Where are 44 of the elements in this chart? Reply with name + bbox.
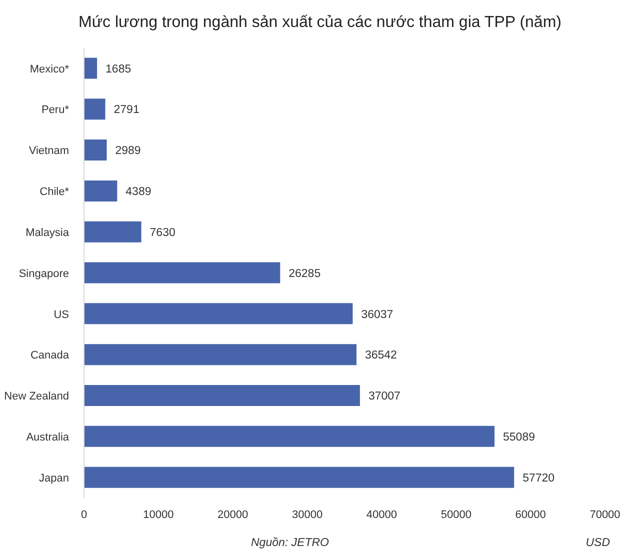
data-label: 57720 xyxy=(522,472,555,484)
bar xyxy=(84,466,514,488)
x-tick-label: 20000 xyxy=(218,508,248,521)
chart-title: Mức lương trong ngành sản xuất của các nước tham gia TPP (năm) xyxy=(78,14,562,32)
x-tick-label: 10000 xyxy=(143,508,174,521)
y-tick-label: Mexico* xyxy=(30,63,70,76)
bar xyxy=(84,180,118,202)
data-label: 36037 xyxy=(361,308,394,321)
bar xyxy=(84,344,356,366)
x-tick-label: 60000 xyxy=(515,508,546,521)
bar xyxy=(84,58,98,79)
data-label: 55089 xyxy=(503,431,536,444)
bar xyxy=(84,262,280,284)
x-tick-label: 40000 xyxy=(366,508,398,521)
x-tick-label: 30000 xyxy=(292,508,323,521)
y-tick-label: Chile* xyxy=(40,186,70,198)
y-tick-label: Canada xyxy=(30,350,70,362)
data-label: 1685 xyxy=(106,63,132,76)
bar xyxy=(84,426,495,447)
y-tick-label: Malaysia xyxy=(26,226,70,239)
data-label: 4389 xyxy=(126,186,152,198)
x-tick-label: 70000 xyxy=(590,508,620,521)
bar xyxy=(84,98,106,120)
data-label: 36542 xyxy=(364,350,397,362)
y-tick-label: US xyxy=(54,308,69,321)
bar xyxy=(84,140,107,161)
data-label: 2791 xyxy=(114,104,140,116)
y-tick-label: Peru* xyxy=(41,104,70,116)
y-tick-label: Vietnam xyxy=(28,145,69,158)
y-tick-label: New Zealand xyxy=(4,390,69,403)
bar xyxy=(84,385,360,406)
bar xyxy=(84,221,142,242)
y-tick-label: Japan xyxy=(39,472,69,484)
data-label: 7630 xyxy=(150,226,176,239)
text: Nguồn: JETRO xyxy=(250,537,330,549)
x-tick-label: 0 xyxy=(80,508,88,521)
x-tick-label: 50000 xyxy=(440,508,472,521)
data-label: 26285 xyxy=(288,268,321,280)
data-label: 2989 xyxy=(115,145,141,158)
y-tick-label: Australia xyxy=(26,431,70,444)
bar xyxy=(84,303,353,324)
x-axis-title: USD xyxy=(586,537,610,549)
y-tick-label: Singapore xyxy=(18,268,69,280)
data-label: 37007 xyxy=(368,390,400,403)
